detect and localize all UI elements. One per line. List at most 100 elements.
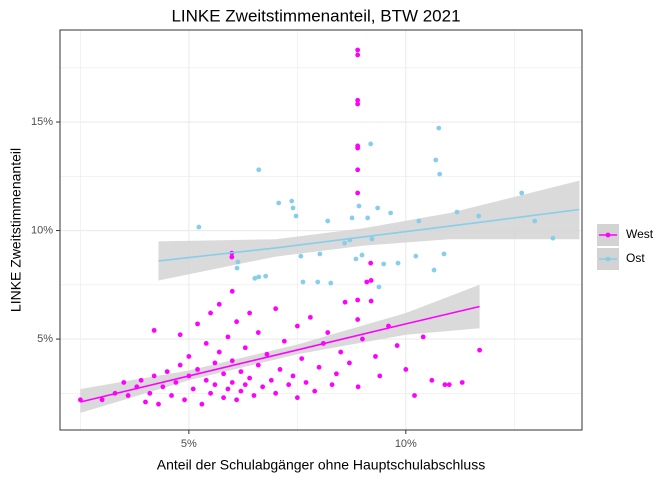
point — [388, 210, 394, 216]
point — [459, 380, 465, 385]
point — [281, 338, 287, 344]
point — [365, 215, 371, 221]
point — [368, 260, 374, 266]
point — [256, 167, 262, 173]
point — [394, 343, 400, 348]
point — [316, 364, 322, 370]
point — [290, 205, 296, 211]
point — [403, 367, 409, 372]
point — [442, 382, 448, 388]
point — [294, 395, 300, 401]
point — [264, 351, 270, 357]
point — [294, 323, 300, 329]
point — [307, 314, 313, 320]
point — [242, 345, 248, 351]
point — [355, 101, 361, 107]
fit-line — [158, 208, 580, 262]
point — [151, 327, 157, 333]
point — [229, 358, 235, 364]
point — [203, 377, 209, 383]
point — [420, 334, 426, 340]
point — [416, 218, 422, 224]
point — [368, 141, 374, 147]
point — [342, 299, 348, 305]
point — [328, 280, 334, 286]
x-axis-label: Anteil der Schulabgänger ohne Hauptschul… — [157, 457, 485, 473]
x-tick-label: 5% — [181, 438, 197, 450]
point — [355, 317, 361, 322]
point — [247, 375, 253, 381]
point — [550, 235, 556, 241]
point — [156, 401, 161, 407]
point — [221, 371, 226, 377]
point — [173, 380, 179, 385]
point — [441, 251, 447, 257]
legend: West Ost — [597, 224, 654, 270]
point — [476, 213, 482, 219]
point — [121, 380, 127, 385]
point — [325, 218, 331, 224]
point — [355, 167, 361, 173]
point — [381, 261, 387, 267]
point — [364, 279, 370, 285]
point — [356, 203, 362, 209]
point — [260, 384, 266, 390]
point — [212, 382, 218, 388]
point — [355, 47, 361, 53]
fit-lines — [80, 208, 580, 403]
point — [375, 205, 381, 211]
point — [377, 373, 383, 379]
point — [125, 393, 131, 398]
point — [355, 52, 361, 58]
point — [446, 382, 452, 388]
y-tick-label: 5% — [37, 333, 53, 345]
point — [182, 397, 187, 403]
fit-line — [80, 305, 480, 403]
point — [238, 388, 244, 394]
legend-label: Ost — [626, 251, 645, 265]
point — [342, 240, 348, 246]
point — [255, 330, 261, 335]
point — [229, 288, 235, 294]
point — [286, 382, 292, 388]
point — [190, 386, 196, 392]
point — [413, 253, 419, 259]
point — [360, 336, 365, 342]
point — [138, 377, 144, 383]
point — [436, 125, 442, 131]
point — [369, 236, 375, 242]
point — [160, 384, 166, 390]
point — [199, 401, 205, 407]
point — [251, 393, 257, 398]
point — [437, 171, 443, 177]
point — [349, 215, 355, 221]
point — [429, 377, 435, 383]
point — [147, 390, 153, 396]
point — [203, 341, 209, 346]
y-tick-label: 10% — [31, 224, 53, 236]
point — [355, 145, 361, 151]
confidence-band — [158, 180, 580, 281]
point — [229, 380, 235, 385]
point — [164, 369, 170, 375]
point — [277, 367, 283, 372]
point — [255, 362, 261, 368]
panel-border — [59, 29, 583, 431]
point — [196, 224, 202, 230]
point — [238, 369, 244, 375]
point — [276, 200, 282, 206]
point — [229, 254, 235, 260]
point — [195, 321, 200, 327]
point — [256, 274, 262, 280]
point — [454, 209, 460, 215]
point — [299, 356, 305, 361]
point — [225, 334, 231, 340]
point — [355, 297, 361, 303]
point — [355, 190, 361, 196]
point — [329, 382, 335, 388]
point — [347, 360, 352, 366]
point — [234, 319, 240, 325]
point — [242, 382, 248, 388]
point — [373, 354, 378, 359]
